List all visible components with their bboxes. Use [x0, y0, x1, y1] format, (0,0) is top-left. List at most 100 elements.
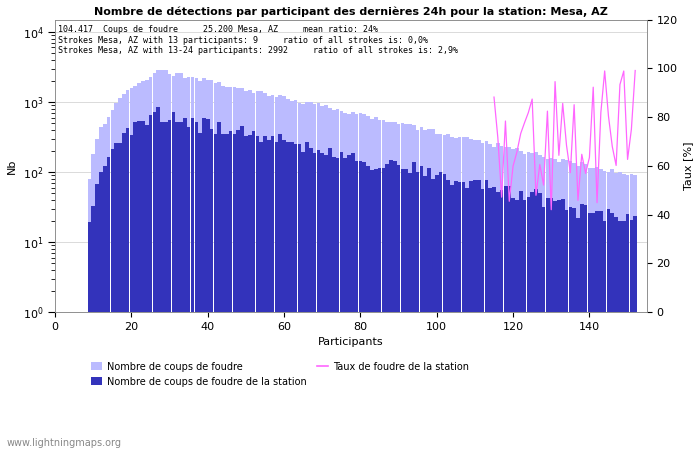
Bar	[271, 95, 274, 450]
Legend: Nombre de coups de foudre, Nombre de coups de foudre de la station, Taux de foud: Nombre de coups de foudre, Nombre de cou…	[87, 358, 473, 391]
Bar	[607, 172, 610, 450]
Bar	[592, 168, 595, 450]
Bar	[408, 124, 412, 450]
Text: www.lightningmaps.org: www.lightningmaps.org	[7, 438, 122, 448]
Bar	[477, 140, 480, 450]
Bar	[424, 130, 427, 450]
Bar	[523, 199, 526, 450]
Bar	[599, 212, 603, 450]
Bar	[634, 176, 637, 450]
Bar	[248, 135, 251, 450]
Bar	[260, 142, 263, 450]
Bar	[225, 134, 229, 450]
Bar	[469, 181, 473, 450]
Bar	[378, 168, 382, 450]
Bar	[576, 218, 580, 450]
Bar	[565, 160, 568, 450]
Bar	[573, 163, 576, 450]
Bar	[508, 147, 511, 450]
Bar	[435, 134, 439, 450]
Bar	[526, 197, 530, 450]
Bar	[603, 220, 606, 450]
Bar	[557, 162, 561, 450]
Bar	[573, 208, 576, 450]
Bar	[244, 136, 248, 450]
Bar	[298, 103, 301, 450]
Bar	[313, 153, 316, 450]
Bar	[580, 162, 584, 450]
Bar	[408, 173, 412, 450]
Bar	[615, 173, 618, 450]
Bar	[515, 148, 519, 450]
Bar	[626, 175, 629, 450]
Y-axis label: Nb: Nb	[7, 158, 17, 174]
Bar	[355, 161, 358, 450]
Bar	[489, 188, 492, 450]
Bar	[508, 186, 511, 450]
Bar	[118, 143, 122, 450]
Bar	[610, 213, 614, 450]
Bar	[435, 175, 439, 450]
Bar	[519, 151, 522, 450]
Bar	[595, 211, 599, 450]
Bar	[274, 142, 279, 450]
Bar	[145, 126, 148, 450]
Bar	[252, 93, 256, 450]
Bar	[153, 73, 156, 450]
Bar	[106, 158, 111, 450]
Bar	[592, 213, 595, 450]
Title: Nombre de détections par participant des dernières 24h pour la station: Mesa, AZ: Nombre de détections par participant des…	[94, 7, 608, 18]
Bar	[363, 114, 366, 450]
Bar	[279, 95, 282, 450]
Bar	[595, 167, 599, 450]
Bar	[511, 149, 515, 450]
Bar	[316, 104, 321, 450]
Bar	[99, 172, 103, 450]
Bar	[156, 108, 160, 450]
Bar	[629, 174, 634, 450]
Bar	[240, 126, 244, 450]
Bar	[176, 122, 179, 450]
Bar	[492, 147, 496, 450]
Bar	[416, 130, 419, 450]
Bar	[576, 166, 580, 450]
Bar	[271, 135, 274, 450]
Bar	[282, 96, 286, 450]
Bar	[427, 168, 431, 450]
Bar	[122, 94, 125, 450]
Bar	[206, 80, 209, 450]
Bar	[95, 184, 99, 450]
Bar	[405, 169, 408, 450]
Bar	[374, 169, 377, 450]
Bar	[103, 124, 106, 450]
Bar	[618, 172, 622, 450]
Bar	[134, 122, 137, 450]
Bar	[385, 122, 389, 450]
Bar	[561, 199, 564, 450]
Bar	[141, 122, 145, 450]
Bar	[244, 91, 248, 450]
Bar	[160, 122, 164, 450]
Bar	[538, 155, 542, 450]
Bar	[286, 142, 290, 450]
Bar	[111, 110, 114, 450]
Bar	[542, 157, 545, 450]
Bar	[302, 152, 305, 450]
Bar	[412, 162, 416, 450]
Bar	[351, 153, 355, 450]
Bar	[607, 208, 610, 450]
Bar	[313, 104, 316, 450]
Bar	[580, 204, 584, 450]
Bar	[363, 162, 366, 450]
Bar	[160, 70, 164, 450]
Bar	[237, 88, 240, 450]
Bar	[106, 117, 111, 450]
Text: 104.417  Coups de foudre     25.200 Mesa, AZ     mean ratio: 24%
Strokes Mesa, A: 104.417 Coups de foudre 25.200 Mesa, AZ …	[58, 26, 458, 55]
Bar	[195, 122, 198, 450]
Bar	[351, 112, 355, 450]
Bar	[172, 112, 175, 450]
Bar	[134, 86, 137, 450]
Bar	[629, 220, 634, 450]
Bar	[473, 140, 477, 450]
Bar	[382, 120, 385, 450]
